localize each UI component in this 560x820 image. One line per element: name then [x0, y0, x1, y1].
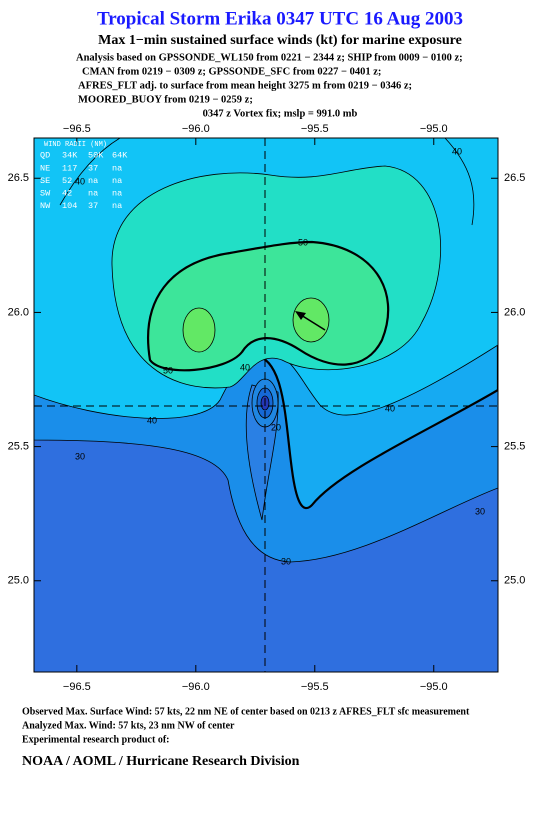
wind-radii-cell: na [112, 201, 122, 211]
map-frame [33, 137, 499, 673]
wind-radii-table: WIND RADII (NM)QD 34K 50K 64K NE 117 37 na SE 52 n… [40, 141, 128, 211]
wind-radii-cell: 117 [62, 163, 77, 173]
wind-radii-cell: SE [40, 176, 50, 186]
footer-line: Observed Max. Surface Wind: 57 kts, 22 n… [22, 706, 470, 717]
y-tick-label: 26.5 [504, 172, 525, 184]
contour-label: 40 [75, 176, 85, 186]
x-tick-label: −95.0 [420, 681, 448, 693]
info-line: CMAN from 0219 − 0309 z; GPSSONDE_SFC fr… [82, 66, 381, 77]
wind-radii-cell: 104 [62, 201, 77, 211]
y-tick-label: 26.0 [8, 306, 29, 318]
contour-label: 20 [271, 422, 281, 432]
wind-radii-title: WIND RADII (NM) [44, 141, 107, 149]
y-tick-label: 26.5 [8, 172, 29, 184]
wind-radii-header: 34K [62, 150, 78, 160]
wind-radii-cell: 52 [62, 176, 72, 186]
footer-line: Experimental research product of: [22, 734, 169, 745]
x-tick-label: −95.5 [301, 681, 329, 693]
footer-line: Analyzed Max. Wind: 57 kts, 23 nm NW of … [22, 720, 235, 731]
wind-radii-cell: NE [40, 163, 50, 173]
x-tick-label: −96.5 [63, 681, 91, 693]
wind-radii-cell: NW [40, 201, 51, 211]
x-tick-label: −96.0 [182, 681, 210, 693]
wind-radii-cell: na [88, 176, 98, 186]
info-line: MOORED_BUOY from 0219 − 0259 z; [78, 94, 253, 105]
wind-radii-cell: 42 [62, 188, 72, 198]
x-tick-label: −95.5 [301, 123, 329, 135]
wind-radii-cell: na [88, 188, 98, 198]
y-tick-label: 26.0 [504, 306, 525, 318]
axes: −96.5 −96.5 −96.0 −96.0 −95.5 −95.5 −95.0 −95.0… [8, 123, 526, 693]
wind-radii-cell: 37 [88, 201, 98, 211]
contour-label: 50 [298, 237, 308, 247]
y-tick-label: 25.0 [8, 575, 29, 587]
contour-label: 30 [475, 506, 485, 516]
x-tick-label: −96.5 [63, 123, 91, 135]
wind-radii-header: 50K [88, 150, 104, 160]
subtitle: Max 1−min sustained surface winds (kt) f… [98, 33, 462, 48]
wind-radii-header: QD [40, 150, 50, 160]
info-line: AFRES_FLT adj. to surface from mean heig… [78, 80, 412, 91]
y-tick-label: 25.0 [504, 575, 525, 587]
contour-label: 40 [452, 146, 462, 156]
wind-radii-cell: na [112, 188, 122, 198]
wind-radii-cell: na [112, 163, 122, 173]
wind-radii-cell: 37 [88, 163, 98, 173]
x-tick-label: −96.0 [182, 123, 210, 135]
contour-labels: 40 40 50 50 40 40 40 30 30 20 30 [75, 146, 485, 566]
contour-label: 50 [163, 365, 173, 375]
contour-label: 30 [75, 451, 85, 461]
contour-label: 30 [281, 556, 291, 566]
info-line: 0347 z Vortex fix; mslp = 991.0 mb [203, 108, 358, 119]
contour-label: 40 [147, 415, 157, 425]
y-tick-label: 25.5 [504, 440, 525, 452]
wind-field [34, 138, 498, 672]
contour-label: 40 [385, 403, 395, 413]
info-line: Analysis based on GPSSONDE_WL150 from 02… [76, 52, 463, 63]
wind-radii-cell: SW [40, 188, 51, 198]
organization: NOAA / AOML / Hurricane Research Divisio… [22, 754, 300, 769]
title: Tropical Storm Erika 0347 UTC 16 Aug 200… [97, 8, 463, 29]
contour-label: 40 [240, 362, 250, 372]
y-tick-label: 25.5 [8, 440, 29, 452]
wind-radii-header: 64K [112, 150, 128, 160]
wind-radii-cell: na [112, 176, 122, 186]
x-tick-label: −95.0 [420, 123, 448, 135]
